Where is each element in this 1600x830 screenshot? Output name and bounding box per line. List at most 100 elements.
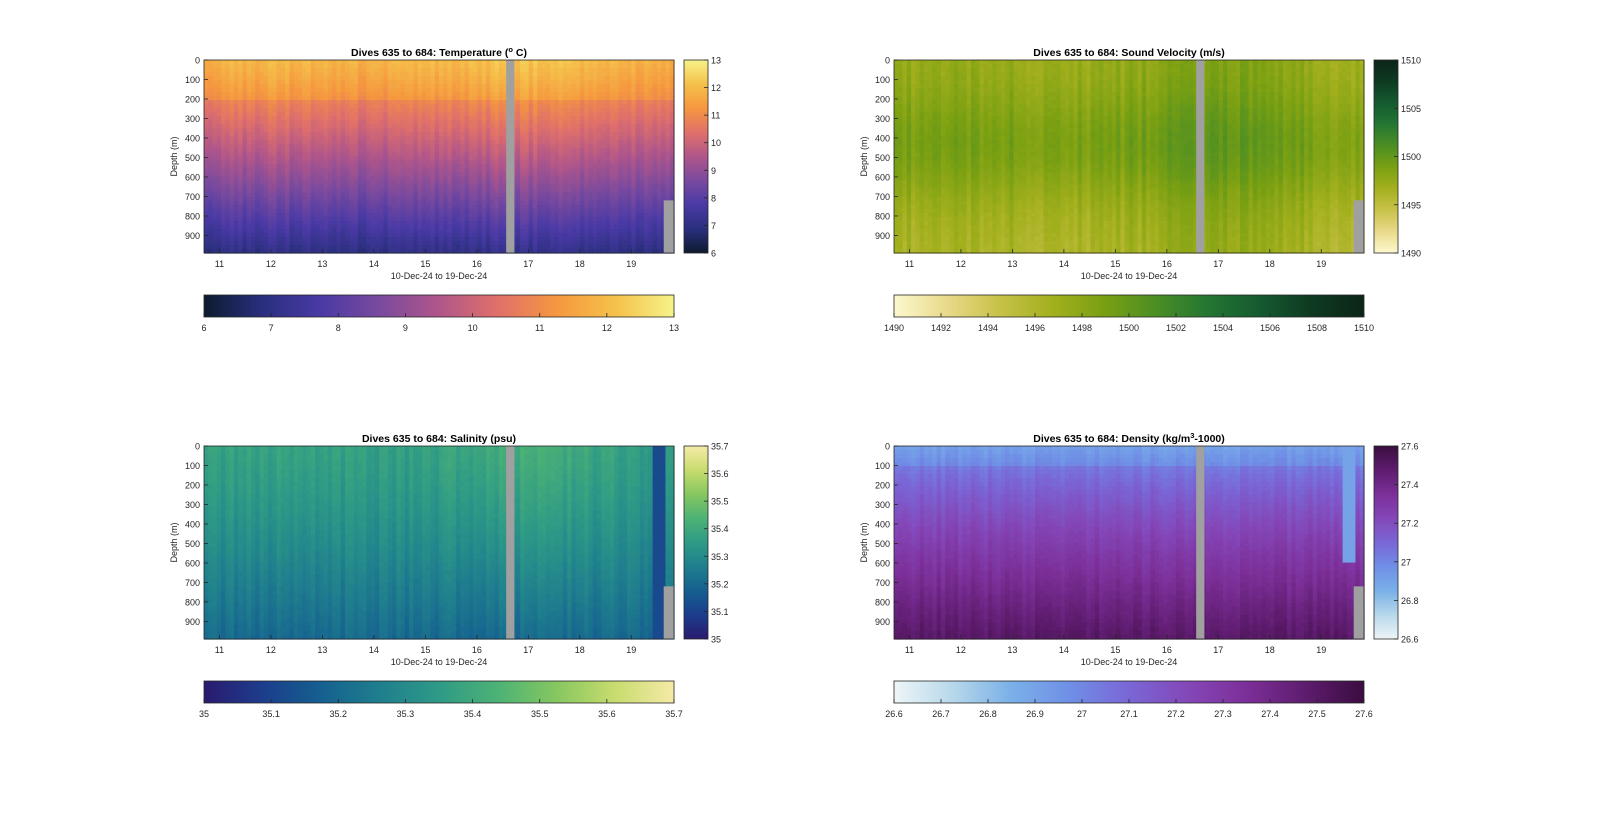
colorbar-right-tick-label: 9	[711, 166, 716, 176]
y-axis-label: Depth (m)	[859, 522, 869, 562]
x-tick-label: 15	[1110, 259, 1120, 269]
y-tick-label: 500	[185, 539, 200, 549]
y-tick-label: 300	[875, 114, 890, 124]
x-tick-label: 18	[1265, 645, 1275, 655]
y-tick-label: 900	[185, 231, 200, 241]
colorbar-right	[1373, 445, 1399, 640]
colorbar-bottom-tick-label: 35	[199, 709, 209, 719]
heatmap-cells	[894, 446, 1365, 640]
y-tick-label: 100	[875, 461, 890, 471]
colorbar-bottom-tick-label: 1494	[978, 323, 998, 333]
y-tick-label: 300	[185, 114, 200, 124]
heatmap-cells	[894, 60, 1365, 254]
missing-data-gap	[1196, 60, 1205, 253]
x-axis-label: 10-Dec-24 to 19-Dec-24	[391, 271, 488, 281]
colorbar-right-tick-label: 35.3	[711, 552, 729, 562]
colorbar-right-tick-label: 1490	[1401, 249, 1421, 259]
x-tick-label: 11	[905, 259, 914, 269]
colorbar-bottom-tick-label: 26.9	[1026, 709, 1044, 719]
x-tick-label: 17	[1213, 645, 1223, 655]
x-tick-label: 16	[472, 645, 482, 655]
y-tick-label: 800	[875, 597, 890, 607]
x-tick-label: 16	[1162, 645, 1172, 655]
colorbar-bottom-tick-label: 27.3	[1214, 709, 1232, 719]
colorbar-right-tick-label: 27.4	[1401, 480, 1419, 490]
missing-data-end-lower	[663, 586, 674, 639]
y-tick-label: 600	[185, 172, 200, 182]
axes-box	[893, 445, 1365, 640]
x-tick-label: 16	[472, 259, 482, 269]
heatmap-cells	[204, 60, 675, 254]
colorbar-bottom-tick-label: 1504	[1213, 323, 1233, 333]
colorbar-bottom-tick-label: 35.3	[397, 709, 415, 719]
x-tick-label: 15	[1110, 645, 1120, 655]
y-axis-label: Depth (m)	[169, 136, 179, 176]
colorbar-bottom-tick-label: 35.6	[598, 709, 616, 719]
colorbar-bottom-tick-label: 27.1	[1120, 709, 1138, 719]
colorbar-bottom-tick-label: 6	[201, 323, 206, 333]
y-tick-label: 0	[885, 442, 890, 452]
colorbar-bottom-tick-label: 1510	[1354, 323, 1374, 333]
y-tick-label: 600	[875, 172, 890, 182]
x-tick-label: 16	[1162, 259, 1172, 269]
y-axis-label: Depth (m)	[169, 522, 179, 562]
x-tick-label: 19	[626, 259, 636, 269]
colorbar-bottom-tick-label: 35.4	[464, 709, 482, 719]
colorbar-bottom-tick-label: 1492	[931, 323, 951, 333]
y-tick-label: 200	[185, 94, 200, 104]
y-tick-label: 200	[875, 94, 890, 104]
colorbar-right-tick-label: 1510	[1401, 56, 1421, 66]
y-tick-label: 300	[875, 500, 890, 510]
colorbar-right-tick-label: 11	[711, 111, 720, 121]
x-tick-label: 13	[317, 645, 327, 655]
x-tick-label: 15	[420, 259, 430, 269]
colorbar-right-tick-label: 1495	[1401, 200, 1421, 210]
y-tick-label: 0	[195, 56, 200, 66]
colorbar-bottom-tick-label: 9	[403, 323, 408, 333]
axes-box	[893, 59, 1365, 254]
x-tick-label: 12	[266, 645, 276, 655]
colorbar-right-tick-label: 6	[711, 249, 716, 259]
y-axis-label: Depth (m)	[859, 136, 869, 176]
colorbar-right-tick-label: 27	[1401, 557, 1411, 567]
y-tick-label: 700	[185, 578, 200, 588]
colorbar-right-tick-label: 12	[711, 83, 721, 93]
colorbar-bottom-tick-label: 27.4	[1261, 709, 1279, 719]
colorbar-bottom-tick-label: 10	[468, 323, 478, 333]
colorbar-bottom-tick-label: 1500	[1119, 323, 1139, 333]
heatmap-cells	[204, 446, 675, 640]
colorbar-right-tick-label: 27.6	[1401, 442, 1419, 452]
missing-data-end-lower	[1353, 200, 1364, 253]
chart-title: Dives 635 to 684: Density (kg/m3-1000)	[1033, 431, 1225, 446]
y-tick-label: 400	[185, 519, 200, 529]
colorbar-bottom-tick-label: 26.7	[932, 709, 950, 719]
colorbar-bottom-tick-label: 8	[336, 323, 341, 333]
colorbar-bottom-tick-label: 26.8	[979, 709, 997, 719]
colorbar-right-tick-label: 1505	[1401, 104, 1421, 114]
x-tick-label: 11	[905, 645, 914, 655]
x-tick-label: 18	[575, 259, 585, 269]
x-tick-label: 19	[1316, 645, 1326, 655]
x-tick-label: 19	[626, 645, 636, 655]
y-tick-label: 100	[185, 75, 200, 85]
y-tick-label: 900	[185, 617, 200, 627]
x-axis-label: 10-Dec-24 to 19-Dec-24	[1081, 271, 1178, 281]
y-tick-label: 900	[875, 617, 890, 627]
y-tick-label: 800	[875, 211, 890, 221]
x-tick-label: 14	[369, 645, 379, 655]
colorbar-right-tick-label: 35.4	[711, 524, 729, 534]
x-tick-label: 17	[523, 259, 533, 269]
colorbar-right-tick-label: 7	[711, 221, 716, 231]
colorbar-right-tick-label: 35.7	[711, 442, 729, 452]
colorbar-right-tick-label: 8	[711, 193, 716, 203]
colorbar-right-tick-label: 10	[711, 138, 721, 148]
colorbar-right-tick-label: 35.1	[711, 607, 729, 617]
x-tick-label: 13	[1007, 259, 1017, 269]
colorbar-bottom-tick-label: 1502	[1166, 323, 1186, 333]
x-tick-label: 13	[1007, 645, 1017, 655]
x-tick-label: 17	[523, 645, 533, 655]
colorbar-right-tick-label: 35	[711, 635, 721, 645]
colorbar-bottom-tick-label: 35.1	[262, 709, 280, 719]
